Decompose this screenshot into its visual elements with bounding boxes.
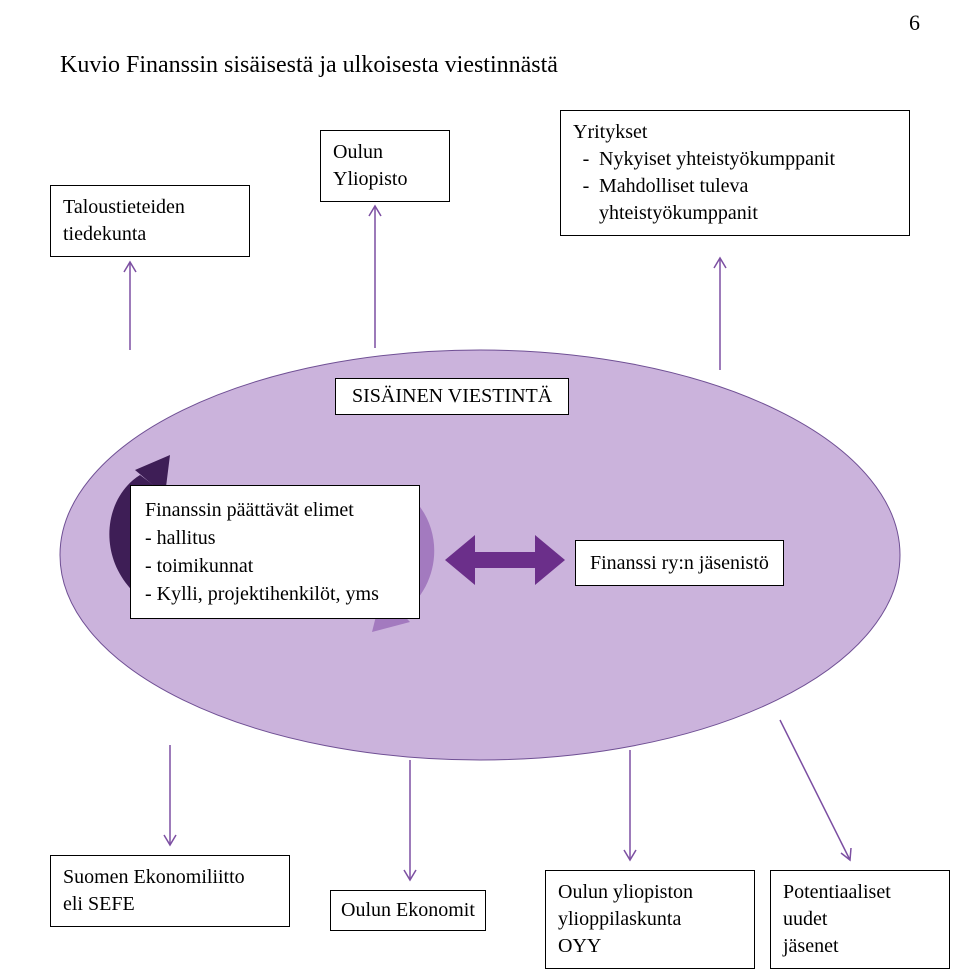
text: Mahdolliset tuleva [599, 175, 748, 197]
text: Taloustieteiden [63, 194, 237, 221]
bidir-arrow [445, 535, 565, 585]
text: Kylli, projektihenkilöt, yms [157, 583, 379, 605]
text: toimikunnat [157, 555, 254, 577]
page-number: 6 [909, 10, 920, 36]
text: jäsenet [783, 933, 937, 960]
text: OYY [558, 933, 742, 960]
text: Yritykset [573, 119, 897, 146]
text: Potentiaaliset uudet [783, 879, 937, 933]
text: eli SEFE [63, 891, 277, 918]
text: Suomen Ekonomiliitto [63, 864, 277, 891]
text: Finanssin päättävät elimet [145, 496, 405, 524]
text: Oulun Ekonomit [341, 899, 475, 921]
box-taloustieteiden: Taloustieteiden tiedekunta [50, 185, 250, 257]
box-yritykset: Yritykset -Nykyiset yhteistyökumppanit -… [560, 110, 910, 236]
box-oulun-yliopisto: Oulun Yliopisto [320, 130, 450, 202]
box-sefe: Suomen Ekonomiliitto eli SEFE [50, 855, 290, 927]
diagram-title: Kuvio Finanssin sisäisestä ja ulkoisesta… [60, 52, 558, 79]
text: Finanssi ry:n jäsenistö [590, 552, 769, 574]
box-jasenisto: Finanssi ry:n jäsenistö [575, 540, 784, 586]
text: ylioppilaskunta [558, 906, 742, 933]
diagram-canvas: 6 Kuvio Finanssin sisäisestä ja ulkoises… [0, 0, 960, 979]
inner-label: SISÄINEN VIESTINTÄ [335, 378, 569, 415]
text: hallitus [157, 527, 216, 549]
box-oulun-ekonomit: Oulun Ekonomit [330, 890, 486, 931]
box-finanssin-elimet: Finanssin päättävät elimet - hallitus - … [130, 485, 420, 619]
text: Oulun [333, 139, 437, 166]
text: yhteistyökumppanit [599, 202, 758, 224]
text: Nykyiset yhteistyökumppanit [599, 146, 835, 173]
box-potentiaaliset: Potentiaaliset uudet jäsenet [770, 870, 950, 969]
text: tiedekunta [63, 221, 237, 248]
text: Oulun yliopiston [558, 879, 742, 906]
box-oyy: Oulun yliopiston ylioppilaskunta OYY [545, 870, 755, 969]
text: Yliopisto [333, 166, 437, 193]
